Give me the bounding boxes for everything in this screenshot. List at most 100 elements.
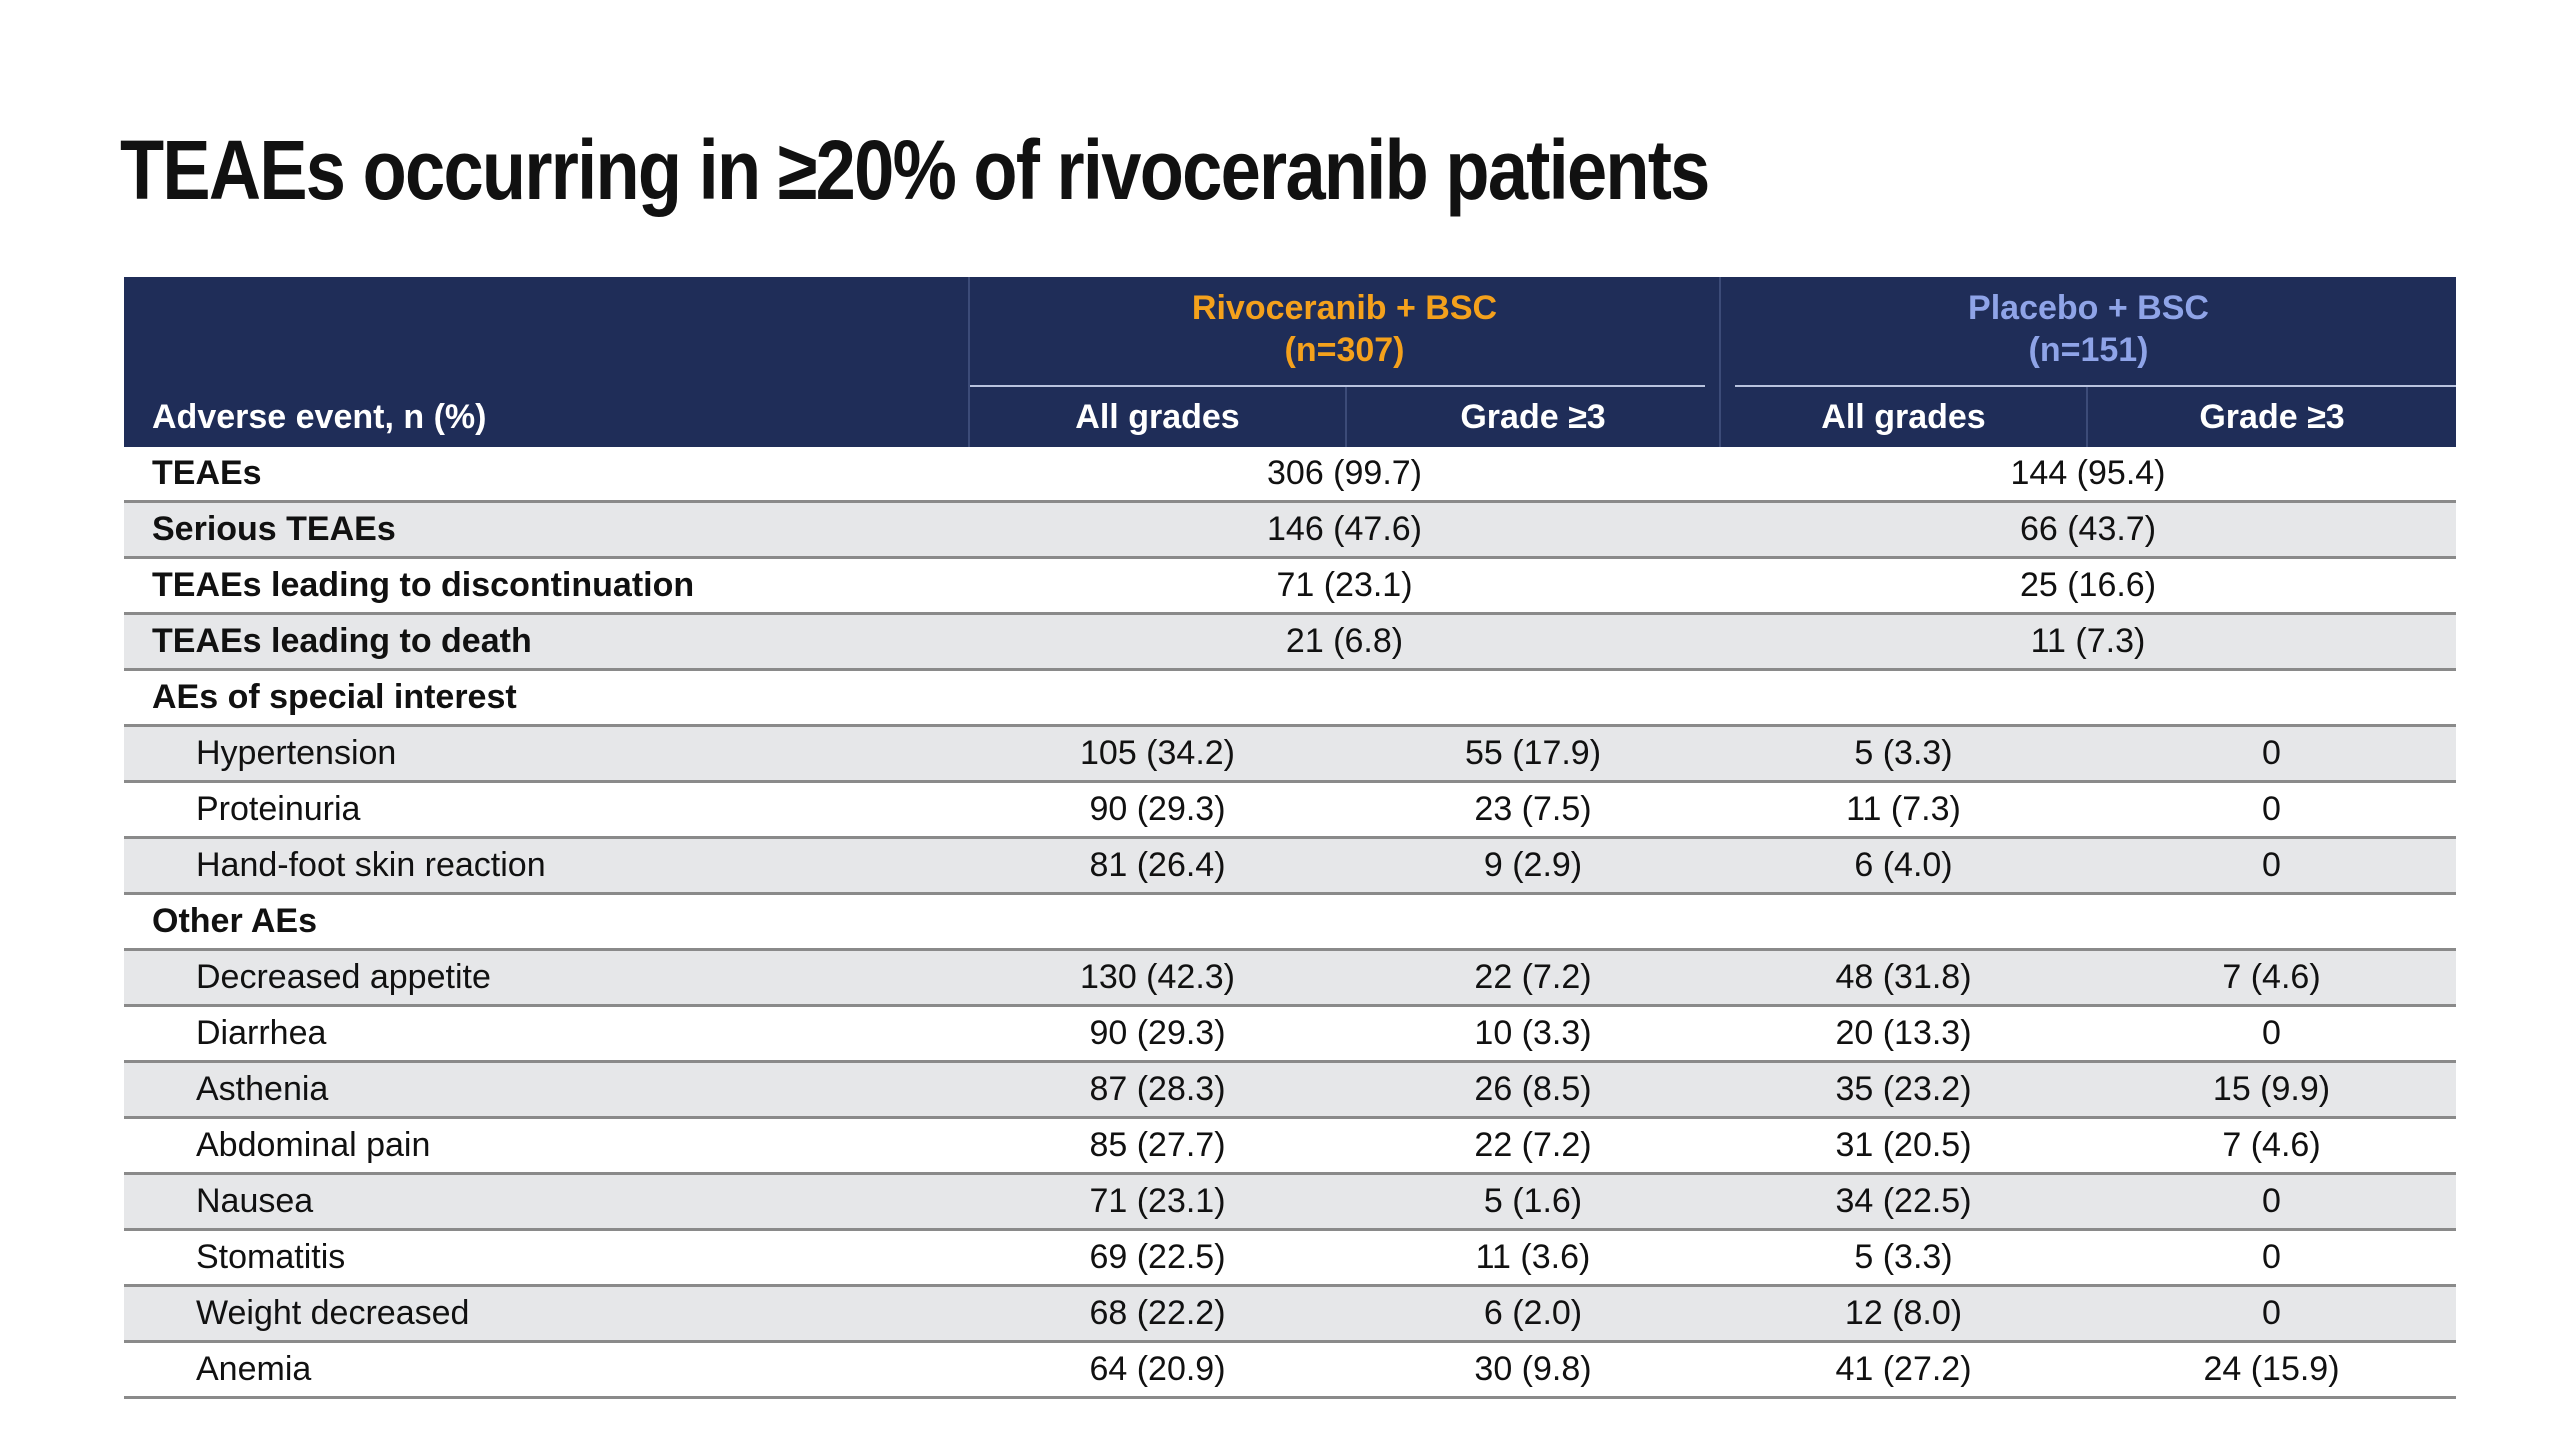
placebo-grade3-value: 0 [2087,837,2457,895]
rivo-all-grades-value: 81 (26.4) [969,837,1346,895]
placebo-grade3-value: 0 [2087,1173,2457,1231]
placebo-all-grades-value: 20 (13.3) [1720,1005,2087,1063]
header-placebo-all-grades: All grades [1719,387,2087,447]
placebo-all-grades-value: 12 (8.0) [1720,1285,2087,1343]
header-adverse-event-label: Adverse event, n (%) [152,398,487,436]
event-label: Diarrhea [124,1005,969,1063]
placebo-grade3-value: 7 (4.6) [2087,1117,2457,1175]
header-rivo-all-grades: All grades [968,387,1346,447]
rivo-all-grades-value: 90 (29.3) [969,1005,1346,1063]
placebo-all-grades-value: 11 (7.3) [1720,781,2087,839]
rivo-all-grades-value: 64 (20.9) [969,1341,1346,1399]
rivo-all-grades-value: 87 (28.3) [969,1061,1346,1119]
placebo-grade3-value: 0 [2087,1005,2457,1063]
header-subcolumn-row: All grades Grade ≥3 All grades Grade ≥3 [124,387,2457,447]
header-placebo-name: Placebo + BSC [1968,289,2209,327]
header-group-row: Adverse event, n (%) Rivoceranib + BSC (… [124,277,2458,447]
table-row: Proteinuria 90 (29.3) 23 (7.5) 11 (7.3) … [124,781,2457,839]
placebo-all-grades-value: 6 (4.0) [1720,837,2087,895]
placebo-value: 66 (43.7) [1720,501,2457,559]
placebo-value: 25 (16.6) [1720,557,2457,615]
rivo-grade3-value: 22 (7.2) [1346,1117,1720,1175]
table-row: Nausea 71 (23.1) 5 (1.6) 34 (22.5) 0 [124,1173,2457,1231]
event-label: Nausea [124,1173,969,1231]
adverse-events-table: Adverse event, n (%) Rivoceranib + BSC (… [124,277,2458,1399]
table-row: Abdominal pain 85 (27.7) 22 (7.2) 31 (20… [124,1117,2457,1175]
rivo-grade3-value: 55 (17.9) [1346,725,1720,783]
rivo-all-grades-value: 68 (22.2) [969,1285,1346,1343]
placebo-all-grades-value: 5 (3.3) [1720,1229,2087,1287]
event-label: TEAEs leading to discontinuation [124,557,969,615]
placebo-grade3-value: 7 (4.6) [2087,949,2457,1007]
rivo-all-grades-value: 69 (22.5) [969,1229,1346,1287]
rivo-value: 146 (47.6) [969,501,1720,559]
event-label: Serious TEAEs [124,501,969,559]
event-label: Decreased appetite [124,949,969,1007]
header-placebo-grade3: Grade ≥3 [2085,387,2457,447]
rivo-grade3-value: 26 (8.5) [1346,1061,1720,1119]
event-label: TEAEs leading to death [124,613,969,671]
placebo-grade3-value: 0 [2087,1285,2457,1343]
placebo-value: 11 (7.3) [1720,613,2457,671]
table-row: Decreased appetite 130 (42.3) 22 (7.2) 4… [124,949,2457,1007]
event-label: Anemia [124,1341,969,1399]
section-label: Other AEs [124,893,969,951]
rivo-all-grades-value: 71 (23.1) [969,1173,1346,1231]
placebo-all-grades-value: 31 (20.5) [1720,1117,2087,1175]
rivo-value: 21 (6.8) [969,613,1720,671]
table-row: Anemia 64 (20.9) 30 (9.8) 41 (27.2) 24 (… [124,1341,2457,1399]
table-row: Hypertension 105 (34.2) 55 (17.9) 5 (3.3… [124,725,2457,783]
header-placebo-group: Placebo + BSC (n=151) [1718,277,2458,387]
event-label: Weight decreased [124,1285,969,1343]
event-label: TEAEs [124,447,969,503]
placebo-grade3-value: 0 [2087,781,2457,839]
rivo-all-grades-value: 90 (29.3) [969,781,1346,839]
rivo-all-grades-value: 105 (34.2) [969,725,1346,783]
event-label: Hypertension [124,725,969,783]
header-placebo-n: (n=151) [2028,331,2149,369]
placebo-grade3-value: 0 [2087,725,2457,783]
table-row: Asthenia 87 (28.3) 26 (8.5) 35 (23.2) 15… [124,1061,2457,1119]
placebo-all-grades-value: 35 (23.2) [1720,1061,2087,1119]
header-rivo-grade3: Grade ≥3 [1345,387,1720,447]
rivo-grade3-value: 9 (2.9) [1346,837,1720,895]
rivo-grade3-value: 22 (7.2) [1346,949,1720,1007]
header-rivoceranib-n: (n=307) [1284,331,1405,369]
table-row: Weight decreased 68 (22.2) 6 (2.0) 12 (8… [124,1285,2457,1343]
rivo-value: 71 (23.1) [969,557,1720,615]
rivo-all-grades-value: 85 (27.7) [969,1117,1346,1175]
rivo-grade3-value: 11 (3.6) [1346,1229,1720,1287]
table-row: TEAEs leading to discontinuation 71 (23.… [124,557,2457,615]
placebo-grade3-value: 24 (15.9) [2087,1341,2457,1399]
placebo-all-grades-value: 48 (31.8) [1720,949,2087,1007]
table-row: TEAEs 306 (99.7) 144 (95.4) [124,447,2457,503]
header-rivoceranib-group: Rivoceranib + BSC (n=307) [968,277,1720,387]
table-row: Stomatitis 69 (22.5) 11 (3.6) 5 (3.3) 0 [124,1229,2457,1287]
rivo-grade3-value: 10 (3.3) [1346,1005,1720,1063]
placebo-all-grades-value: 41 (27.2) [1720,1341,2087,1399]
table-row: Serious TEAEs 146 (47.6) 66 (43.7) [124,501,2457,559]
event-label: Stomatitis [124,1229,969,1287]
rivo-value: 306 (99.7) [969,447,1720,503]
table-row: Diarrhea 90 (29.3) 10 (3.3) 20 (13.3) 0 [124,1005,2457,1063]
event-label: Hand-foot skin reaction [124,837,969,895]
slide-title: TEAEs occurring in ≥20% of rivoceranib p… [120,123,1710,217]
rivo-grade3-value: 30 (9.8) [1346,1341,1720,1399]
rivo-all-grades-value: 130 (42.3) [969,949,1346,1007]
event-label: Proteinuria [124,781,969,839]
section-row-other-aes: Other AEs [124,893,2457,951]
rivo-grade3-value: 23 (7.5) [1346,781,1720,839]
section-label: AEs of special interest [124,669,969,727]
table-row: Hand-foot skin reaction 81 (26.4) 9 (2.9… [124,837,2457,895]
section-row-special-interest: AEs of special interest [124,669,2457,727]
event-label: Asthenia [124,1061,969,1119]
rivo-grade3-value: 6 (2.0) [1346,1285,1720,1343]
placebo-all-grades-value: 5 (3.3) [1720,725,2087,783]
placebo-grade3-value: 0 [2087,1229,2457,1287]
placebo-grade3-value: 15 (9.9) [2087,1061,2457,1119]
header-adverse-event: Adverse event, n (%) [124,277,969,447]
table-row: TEAEs leading to death 21 (6.8) 11 (7.3) [124,613,2457,671]
header-rivoceranib-name: Rivoceranib + BSC [1191,289,1498,327]
placebo-all-grades-value: 34 (22.5) [1720,1173,2087,1231]
rivo-grade3-value: 5 (1.6) [1346,1173,1720,1231]
